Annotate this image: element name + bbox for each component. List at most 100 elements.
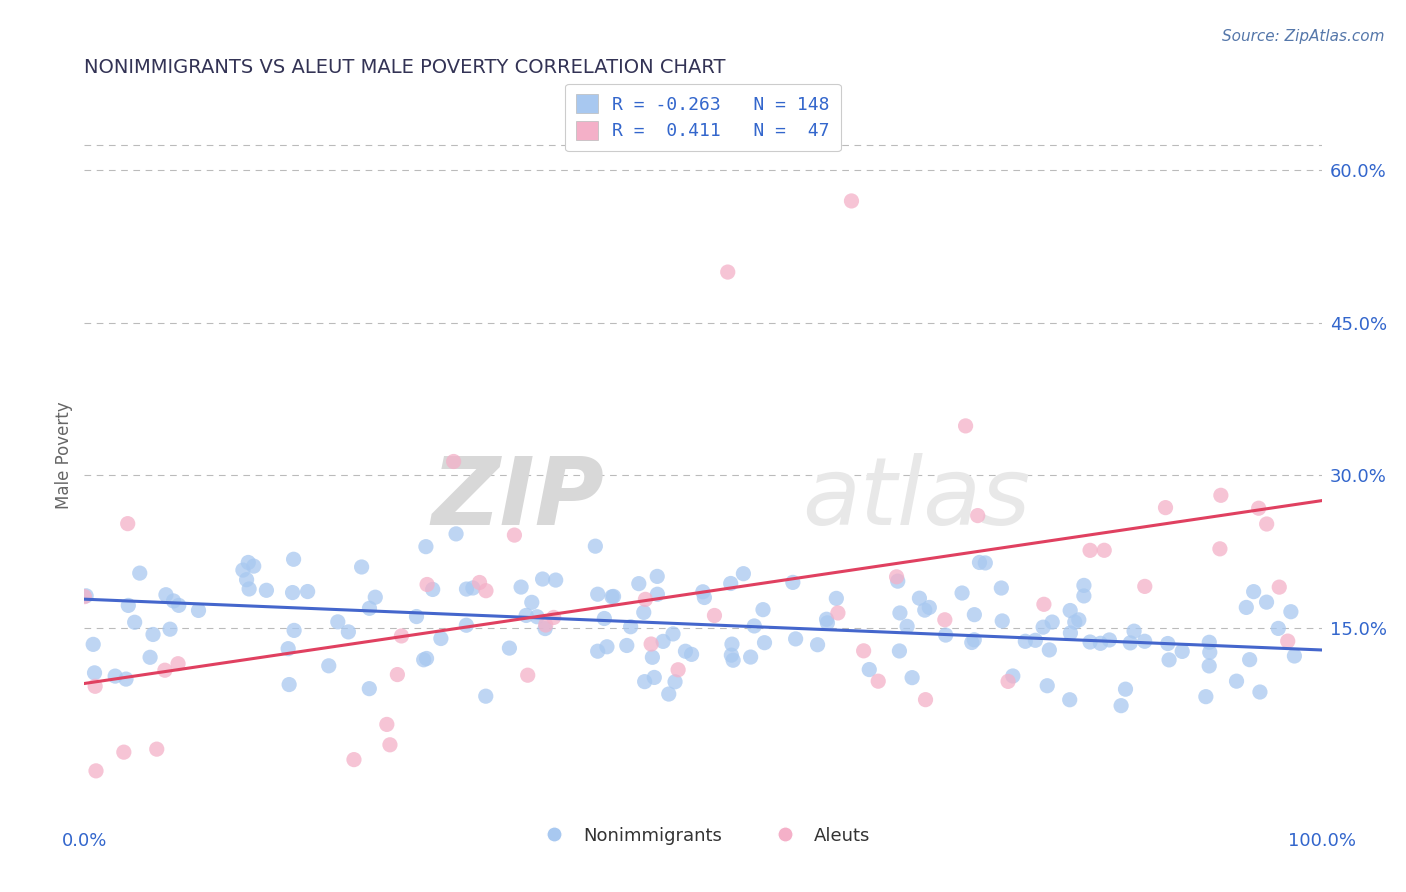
Point [889,644,911,658]
Point [1279,605,1302,619]
Point [83,665,105,680]
Point [640,637,662,651]
Point [717,265,740,279]
Point [1038,643,1060,657]
Point [825,591,848,606]
Point [675,644,697,658]
Text: ZIP: ZIP [432,453,605,545]
Point [1267,621,1289,635]
Point [1001,669,1024,683]
Point [474,689,496,703]
Point [785,632,807,646]
Point [721,637,744,651]
Point [430,632,453,646]
Point [733,566,755,581]
Point [526,609,548,624]
Point [740,650,762,665]
Point [1268,580,1291,594]
Point [378,738,401,752]
Point [950,586,973,600]
Point [889,606,911,620]
Point [503,528,526,542]
Point [1256,595,1278,609]
Point [643,670,665,684]
Point [1067,613,1090,627]
Point [318,658,340,673]
Point [1239,653,1261,667]
Point [412,653,434,667]
Point [115,672,138,686]
Point [1036,679,1059,693]
Point [1032,620,1054,634]
Point [544,573,567,587]
Point [664,674,686,689]
Point [633,606,655,620]
Point [693,591,716,605]
Point [456,618,478,632]
Point [238,556,260,570]
Point [586,644,609,658]
Point [84,764,107,778]
Point [935,628,957,642]
Point [1040,615,1063,629]
Point [187,603,209,617]
Point [75,589,97,603]
Point [1133,634,1156,648]
Point [1073,589,1095,603]
Point [405,609,427,624]
Point [359,601,381,615]
Point [1198,635,1220,649]
Point [1114,682,1136,697]
Point [806,638,828,652]
Point [534,618,557,632]
Point [593,611,616,625]
Point [117,516,139,531]
Point [1024,633,1046,648]
Point [1256,516,1278,531]
Point [1209,488,1232,502]
Point [145,742,167,756]
Point [1098,632,1121,647]
Point [887,574,910,589]
Point [456,582,478,596]
Point [841,194,863,208]
Point [1277,634,1299,648]
Point [1119,636,1142,650]
Point [1234,600,1257,615]
Point [1073,578,1095,592]
Point [908,591,931,606]
Text: Source: ZipAtlas.com: Source: ZipAtlas.com [1222,29,1385,44]
Point [117,599,139,613]
Point [990,581,1012,595]
Point [742,619,765,633]
Point [359,681,381,696]
Point [364,591,387,605]
Point [475,583,498,598]
Point [969,556,991,570]
Point [852,644,875,658]
Point [616,639,638,653]
Point [159,622,181,636]
Point [238,582,260,596]
Point [415,651,437,665]
Point [153,663,176,677]
Point [963,607,986,622]
Point [516,668,538,682]
Point [498,641,520,656]
Point [112,745,135,759]
Point [444,527,467,541]
Point [600,590,623,604]
Point [886,570,908,584]
Point [586,587,609,601]
Point [510,580,533,594]
Point [242,559,264,574]
Point [391,629,413,643]
Point [1171,644,1194,658]
Point [443,454,465,468]
Point [641,650,664,665]
Point [1078,543,1101,558]
Point [782,575,804,590]
Point [1198,659,1220,673]
Point [662,627,685,641]
Point [167,657,190,671]
